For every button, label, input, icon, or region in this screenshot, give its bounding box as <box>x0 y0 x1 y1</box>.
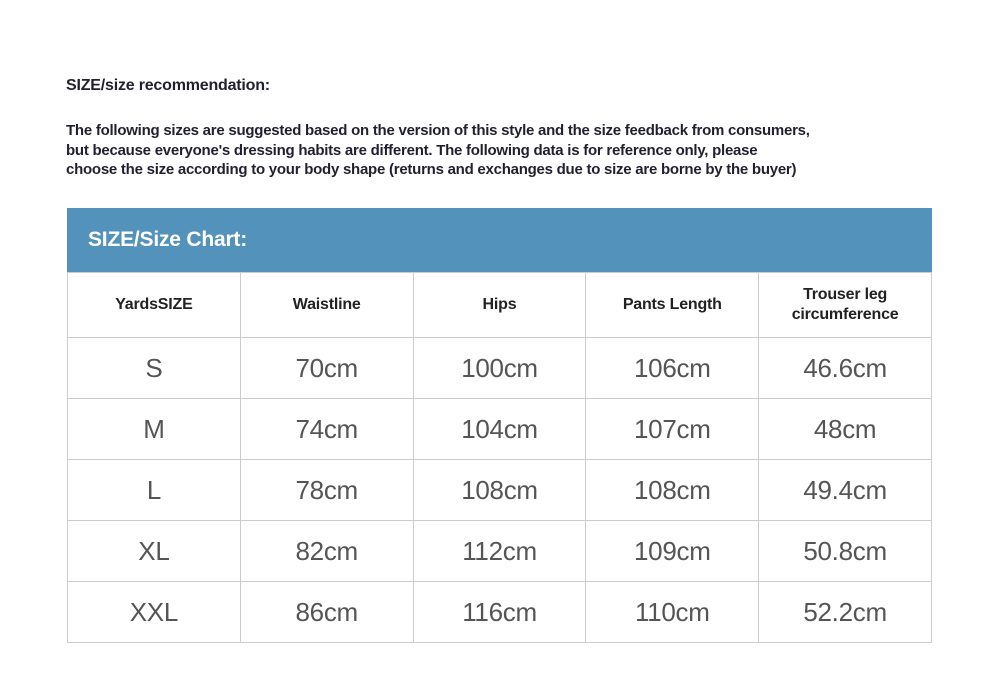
table-cell-hips: 104cm <box>412 398 587 460</box>
table-row-size-xl: XL 82cm 112cm 109cm 50.8cm <box>67 520 932 582</box>
table-cell-waistline: 78cm <box>239 459 414 521</box>
table-cell-leg-circumference: 49.4cm <box>758 459 932 521</box>
size-chart-banner: SIZE/Size Chart: <box>67 208 932 272</box>
column-header-yards-size: YardsSIZE <box>67 272 241 338</box>
table-cell-hips: 112cm <box>412 520 587 582</box>
table-cell-hips: 116cm <box>412 581 587 643</box>
size-recommendation-heading: SIZE/size recommendation: <box>66 77 270 94</box>
column-header-trouser-leg-circumference: Trouser leg circumference <box>758 272 932 338</box>
table-cell-pants-length: 109cm <box>585 520 760 582</box>
table-cell-leg-circumference: 48cm <box>758 398 932 460</box>
table-cell-waistline: 70cm <box>239 337 414 399</box>
table-cell-waistline: 82cm <box>239 520 414 582</box>
table-cell-pants-length: 106cm <box>585 337 760 399</box>
size-chart-table: YardsSIZE Waistline Hips Pants Length Tr… <box>67 272 932 643</box>
paragraph-line: choose the size according to your body s… <box>66 161 797 178</box>
table-cell-pants-length: 107cm <box>585 398 760 460</box>
paragraph-line: The following sizes are suggested based … <box>66 122 810 139</box>
table-cell-waistline: 74cm <box>239 398 414 460</box>
table-cell-size: L <box>67 459 241 521</box>
table-row-size-xxl: XXL 86cm 116cm 110cm 52.2cm <box>67 581 932 643</box>
column-header-pants-length: Pants Length <box>585 272 760 338</box>
table-cell-pants-length: 110cm <box>585 581 760 643</box>
paragraph-line: but because everyone's dressing habits a… <box>66 141 758 159</box>
table-row-size-s: S 70cm 100cm 106cm 46.6cm <box>67 337 932 399</box>
column-header-waistline: Waistline <box>239 272 414 338</box>
table-cell-leg-circumference: 46.6cm <box>758 337 932 399</box>
table-cell-hips: 100cm <box>412 337 587 399</box>
table-cell-size: XL <box>67 520 241 582</box>
table-cell-leg-circumference: 52.2cm <box>758 581 932 643</box>
table-cell-waistline: 86cm <box>239 581 414 643</box>
table-cell-size: S <box>67 337 241 399</box>
size-chart-table-body: S 70cm 100cm 106cm 46.6cm M 74cm 104cm 1… <box>67 337 932 643</box>
size-chart-table-head: YardsSIZE Waistline Hips Pants Length Tr… <box>67 272 932 338</box>
table-header-row: YardsSIZE Waistline Hips Pants Length Tr… <box>67 272 932 338</box>
table-cell-hips: 108cm <box>412 459 587 521</box>
table-row-size-m: M 74cm 104cm 107cm 48cm <box>67 398 932 460</box>
table-cell-size: M <box>67 398 241 460</box>
table-cell-leg-circumference: 50.8cm <box>758 520 932 582</box>
size-chart-title: SIZE/Size Chart: <box>88 228 247 251</box>
table-cell-pants-length: 108cm <box>585 459 760 521</box>
table-cell-size: XXL <box>67 581 241 643</box>
column-header-hips: Hips <box>412 272 587 338</box>
table-row-size-l: L 78cm 108cm 108cm 49.4cm <box>67 459 932 521</box>
size-recommendation-paragraph: The following sizes are suggested based … <box>66 121 946 180</box>
